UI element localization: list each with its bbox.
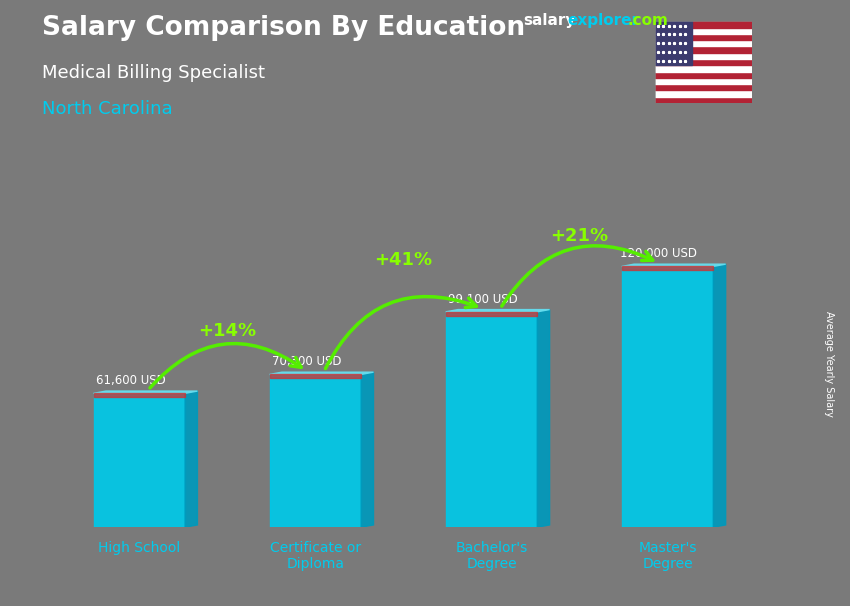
Bar bbox=[654, 65, 752, 72]
Text: Average Yearly Salary: Average Yearly Salary bbox=[824, 311, 834, 416]
Bar bbox=[654, 27, 752, 34]
Polygon shape bbox=[94, 393, 185, 398]
Polygon shape bbox=[94, 393, 185, 527]
Polygon shape bbox=[445, 312, 537, 316]
Text: explorer: explorer bbox=[568, 13, 640, 28]
Polygon shape bbox=[94, 391, 197, 393]
Polygon shape bbox=[537, 310, 550, 527]
Polygon shape bbox=[621, 264, 726, 267]
Polygon shape bbox=[621, 267, 713, 270]
Bar bbox=[654, 84, 752, 90]
Bar bbox=[654, 40, 752, 47]
Bar bbox=[654, 78, 752, 84]
Polygon shape bbox=[445, 312, 537, 527]
Bar bbox=[654, 59, 752, 65]
Bar bbox=[654, 97, 752, 103]
Text: 70,300 USD: 70,300 USD bbox=[272, 355, 342, 368]
Bar bbox=[654, 34, 752, 40]
Polygon shape bbox=[269, 372, 373, 375]
Polygon shape bbox=[713, 264, 726, 527]
Text: +41%: +41% bbox=[374, 251, 433, 268]
Text: .com: .com bbox=[627, 13, 668, 28]
Text: +14%: +14% bbox=[198, 322, 257, 340]
Polygon shape bbox=[269, 375, 361, 378]
Bar bbox=[654, 21, 752, 27]
Text: North Carolina: North Carolina bbox=[42, 100, 173, 118]
Text: 61,600 USD: 61,600 USD bbox=[96, 375, 166, 387]
Bar bbox=[654, 21, 692, 65]
Bar bbox=[654, 47, 752, 53]
Text: 120,000 USD: 120,000 USD bbox=[620, 247, 697, 261]
Polygon shape bbox=[185, 391, 197, 527]
Text: salary: salary bbox=[523, 13, 575, 28]
Text: Salary Comparison By Education: Salary Comparison By Education bbox=[42, 15, 525, 41]
Text: 99,100 USD: 99,100 USD bbox=[448, 293, 518, 306]
Polygon shape bbox=[621, 267, 713, 527]
Polygon shape bbox=[361, 372, 373, 527]
Bar bbox=[654, 90, 752, 97]
Polygon shape bbox=[269, 375, 361, 527]
Text: +21%: +21% bbox=[551, 227, 609, 245]
Bar bbox=[654, 72, 752, 78]
Bar bbox=[654, 53, 752, 59]
Polygon shape bbox=[445, 310, 550, 312]
Text: Medical Billing Specialist: Medical Billing Specialist bbox=[42, 64, 265, 82]
